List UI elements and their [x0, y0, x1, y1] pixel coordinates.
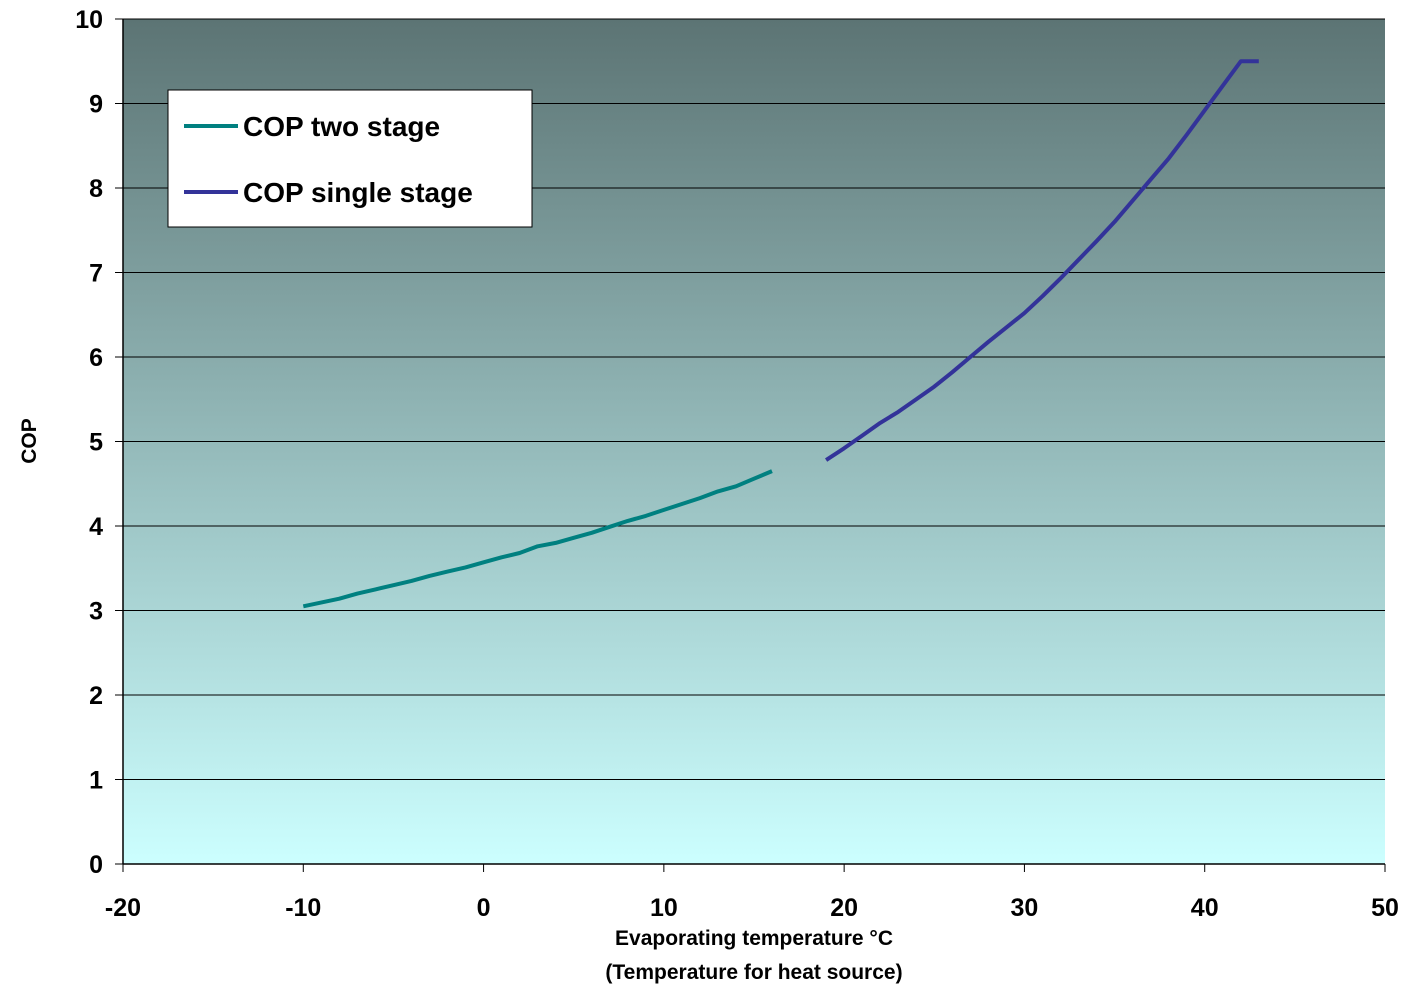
legend-box [167, 89, 533, 228]
x-tick-label-10: 10 [650, 894, 678, 922]
y-tick-label-10: 10 [75, 6, 103, 34]
x-tick-label-0: 0 [477, 894, 491, 922]
y-tick-label-7: 7 [89, 260, 103, 288]
y-tick-label-0: 0 [89, 851, 103, 879]
y-axis-ticks: 0 1 2 3 4 5 6 7 8 9 10 [75, 6, 123, 879]
x-axis-title: Evaporating temperature °C [615, 927, 893, 950]
legend-label-single-stage: COP single stage [243, 177, 473, 208]
y-tick-label-5: 5 [89, 429, 103, 457]
x-axis-title-subtitle: (Temperature for heat source) [605, 961, 902, 984]
y-tick-label-9: 9 [89, 91, 103, 119]
y-axis-title: COP [18, 418, 41, 464]
x-tick-label--10: -10 [285, 894, 321, 922]
y-tick-label-8: 8 [89, 175, 103, 203]
x-tick-label-30: 30 [1011, 894, 1039, 922]
x-tick-label-40: 40 [1191, 894, 1219, 922]
series-lines [302, 59, 1259, 609]
legend: COP two stage COP single stage [167, 89, 533, 228]
y-tick-label-4: 4 [89, 513, 103, 541]
series-line-two-stage [302, 469, 773, 609]
x-axis-ticks: -20 -10 0 10 20 30 40 50 [105, 864, 1399, 922]
series-line-single-stage [825, 59, 1259, 462]
x-tick-label--20: -20 [105, 894, 141, 922]
y-tick-label-1: 1 [89, 767, 103, 795]
legend-label-two-stage: COP two stage [243, 111, 440, 142]
y-tick-label-6: 6 [89, 344, 103, 372]
x-tick-label-50: 50 [1371, 894, 1399, 922]
x-tick-label-20: 20 [830, 894, 858, 922]
y-tick-label-3: 3 [89, 598, 103, 626]
y-tick-label-2: 2 [89, 682, 103, 710]
